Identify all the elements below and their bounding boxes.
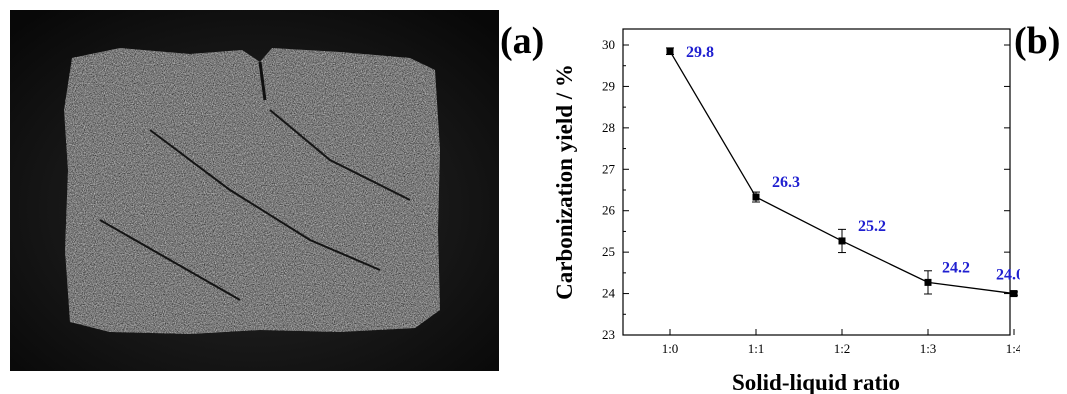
data-label: 24.0 bbox=[996, 267, 1020, 284]
plot-frame bbox=[622, 28, 1011, 336]
data-label: 24.2 bbox=[942, 259, 970, 276]
data-point bbox=[752, 193, 760, 201]
block-crack bbox=[258, 61, 267, 101]
error-bars bbox=[666, 47, 1018, 296]
chart-svg: 23 24 25 26 27 28 29 30 1:0 1:1 1:2 1:3 1:4 29.8 26.… bbox=[552, 28, 1020, 394]
block-crack bbox=[149, 129, 381, 271]
x-tick-label: 1:1 bbox=[748, 341, 765, 356]
carbon-block bbox=[64, 48, 440, 334]
data-label: 29.8 bbox=[686, 44, 714, 61]
x-tick-label: 1:3 bbox=[920, 341, 937, 356]
data-labels: 29.8 26.3 25.2 24.2 24.0 bbox=[686, 44, 1020, 283]
carbonization-yield-chart: 23 24 25 26 27 28 29 30 1:0 1:1 1:2 1:3 1:4 29.8 26.… bbox=[550, 0, 1020, 394]
carbonized-sample-photo bbox=[10, 10, 499, 371]
data-label: 25.2 bbox=[858, 218, 886, 235]
series-line bbox=[669, 50, 1015, 295]
data-point bbox=[666, 47, 674, 55]
data-point bbox=[838, 237, 846, 245]
panel-label-a: (a) bbox=[500, 20, 545, 62]
sample-photo-graphic bbox=[10, 10, 499, 371]
x-tick-label: 1:2 bbox=[834, 341, 851, 356]
data-label: 26.3 bbox=[772, 174, 800, 191]
y-tick-label: 29 bbox=[602, 78, 615, 93]
data-point bbox=[924, 278, 932, 286]
y-tick-label: 30 bbox=[602, 37, 615, 52]
x-tick-label: 1:4 bbox=[1006, 341, 1020, 356]
x-axis-title: Solid-liquid ratio bbox=[732, 370, 900, 394]
panel-label-b: (b) bbox=[1014, 20, 1061, 62]
data-point bbox=[1010, 290, 1018, 298]
y-tick-label: 24 bbox=[602, 286, 616, 301]
block-crack bbox=[269, 109, 411, 201]
x-axis-ticks: 1:0 1:1 1:2 1:3 1:4 bbox=[662, 329, 1020, 356]
y-tick-label: 26 bbox=[602, 203, 616, 218]
block-crack bbox=[99, 219, 241, 301]
x-tick-label: 1:0 bbox=[662, 341, 679, 356]
y-tick-label: 23 bbox=[602, 327, 615, 342]
y-axis-title: Carbonization yield / % bbox=[552, 64, 577, 300]
data-markers bbox=[666, 47, 1018, 298]
y-tick-label: 25 bbox=[602, 244, 615, 259]
y-tick-label: 28 bbox=[602, 120, 615, 135]
y-axis-ticks: 23 24 25 26 27 28 29 30 bbox=[602, 37, 1010, 342]
y-tick-label: 27 bbox=[602, 161, 616, 176]
